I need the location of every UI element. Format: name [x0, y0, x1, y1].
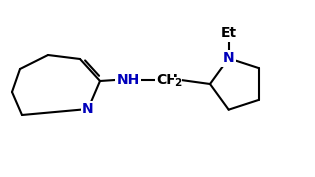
Text: N: N	[223, 51, 234, 65]
Text: CH: CH	[156, 73, 178, 87]
Text: Et: Et	[220, 26, 237, 40]
Text: 2: 2	[175, 78, 182, 88]
Text: N: N	[82, 102, 94, 116]
Text: NH: NH	[116, 73, 140, 87]
